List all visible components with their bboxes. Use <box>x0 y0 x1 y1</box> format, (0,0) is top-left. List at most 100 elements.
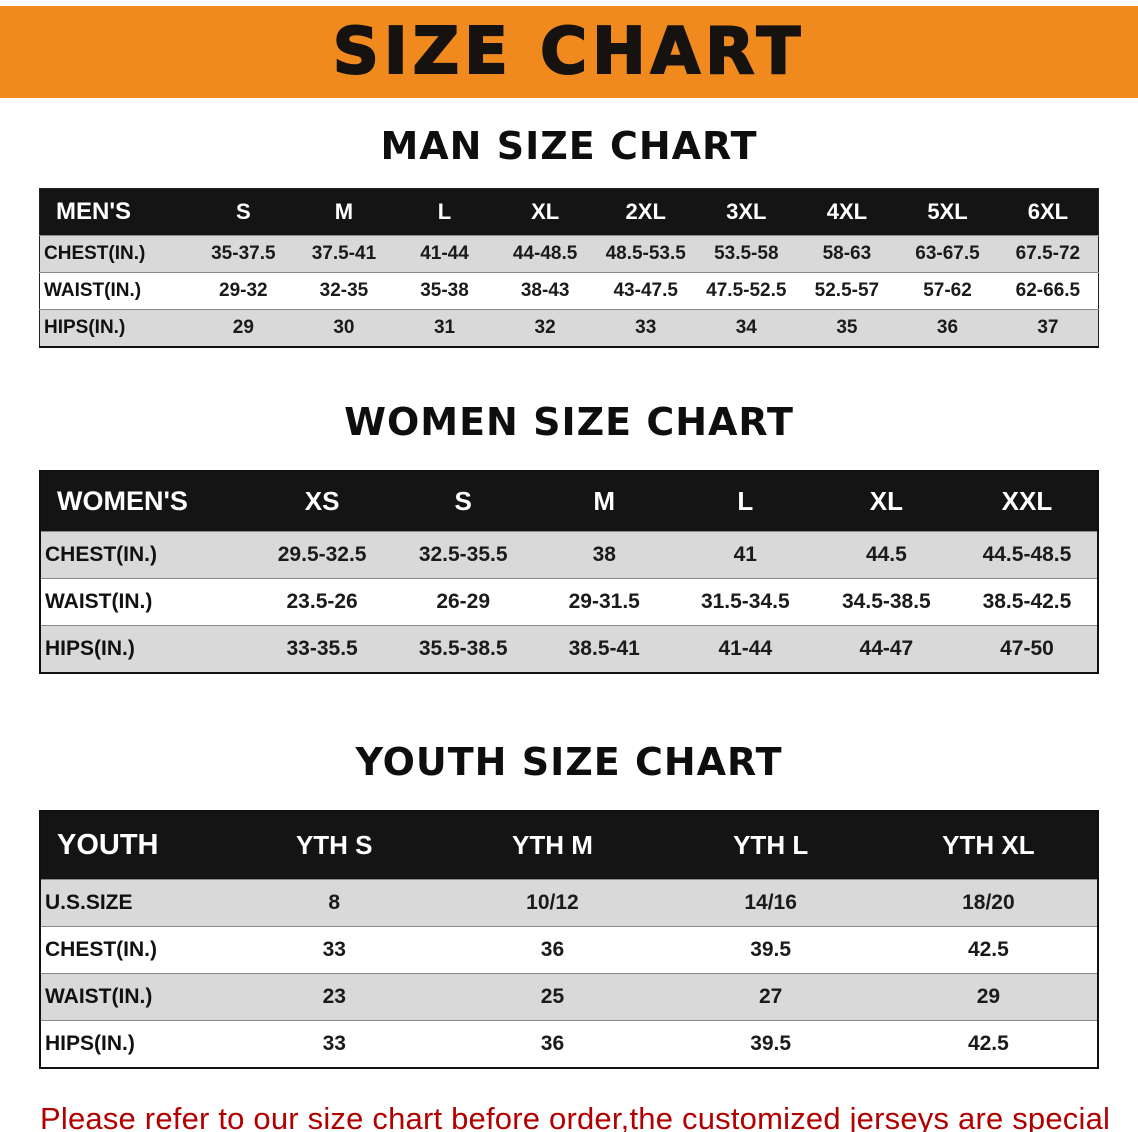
size-column-header: YTH S <box>225 811 444 880</box>
measurement-value-cell: 23.5-26 <box>286 590 358 613</box>
measurement-value-cell: 47-50 <box>1000 637 1054 660</box>
measurement-value-cell: 33 <box>322 938 346 961</box>
youth-section-heading: YOUTH SIZE CHART <box>355 740 783 784</box>
size-column-header: 6XL <box>997 188 1099 236</box>
measurement-value-cell: 57-62 <box>923 280 972 301</box>
size-column-header: M <box>533 471 675 532</box>
size-column-header: XL <box>494 188 596 236</box>
measurement-value-cell: 52.5-57 <box>814 280 880 301</box>
measurement-value-cell: 31 <box>433 317 456 338</box>
measurement-value-cell: 62-66.5 <box>1015 280 1081 301</box>
row-label-cell: CHEST(IN.) <box>45 938 157 961</box>
measurement-value-cell: 47.5-52.5 <box>706 280 787 301</box>
men-section: MAN SIZE CHART MEN'S S M L XL 2XL 3XL 4XL 5XL 6XL… <box>0 124 1138 348</box>
measurement-row: HIPS(IN.) 29 30 31 32 33 34 35 36 37 <box>39 309 1099 347</box>
row-label-cell: HIPS(IN.) <box>45 1032 135 1055</box>
measurement-value-cell: 29 <box>232 317 254 338</box>
measurement-value-cell: 41-44 <box>718 637 773 660</box>
measurement-value-cell: 32.5-35.5 <box>418 543 508 566</box>
size-column-header: YTH XL <box>879 811 1098 880</box>
youth-section: YOUTH SIZE CHART YOUTH YTH S YTH M YTH L YTH… <box>0 740 1138 1069</box>
size-column-header: YTH M <box>443 811 662 880</box>
page-title: SIZE CHART <box>332 15 806 89</box>
youth-size-table: YOUTH YTH S YTH M YTH L YTH XL U.S.SIZE 8 10/12… <box>39 810 1099 1069</box>
measurement-value-cell: 42.5 <box>967 1032 1009 1055</box>
measurement-value-cell: 38-43 <box>520 280 570 301</box>
size-column-header: L <box>394 188 495 236</box>
measurement-value-cell: 29-32 <box>219 280 268 301</box>
measurement-value-cell: 29 <box>976 985 1001 1008</box>
measurement-value-cell: 44.5 <box>865 543 907 566</box>
row-label-cell: WAIST(IN.) <box>45 985 153 1008</box>
row-label-cell: HIPS(IN.) <box>45 637 135 660</box>
table-title-cell: WOMEN'S <box>40 471 252 532</box>
measurement-value-cell: 38 <box>592 543 616 566</box>
measurement-value-cell: 58-63 <box>822 243 872 264</box>
measurement-value-cell: 14/16 <box>744 891 797 914</box>
men-section-heading: MAN SIZE CHART <box>380 124 758 168</box>
measurement-value-cell: 8 <box>328 891 341 914</box>
measurement-value-cell: 37.5-41 <box>311 243 377 264</box>
women-section-heading: WOMEN SIZE CHART <box>344 400 794 444</box>
measurement-value-cell: 44.5-48.5 <box>982 543 1072 566</box>
size-column-header: 2XL <box>595 188 697 236</box>
measurement-value-cell: 63-67.5 <box>915 243 980 264</box>
row-label-cell: CHEST(IN.) <box>44 243 146 264</box>
row-label-cell: HIPS(IN.) <box>44 317 126 338</box>
size-column-header: XL <box>815 471 957 532</box>
measurement-value-cell: 35 <box>836 317 858 338</box>
measurement-value-cell: 18/20 <box>962 891 1015 914</box>
measurement-value-cell: 44-47 <box>859 637 914 660</box>
size-column-header: S <box>392 471 534 532</box>
size-column-header: XS <box>251 471 393 532</box>
measurement-value-cell: 35-37.5 <box>211 243 276 264</box>
measurement-value-cell: 67.5-72 <box>1015 243 1081 264</box>
measurement-value-cell: 41-44 <box>420 243 469 264</box>
row-label-cell: U.S.SIZE <box>45 891 133 914</box>
women-section: WOMEN SIZE CHART WOMEN'S XS S M L XL XXL CHEST(… <box>0 400 1138 674</box>
measurement-value-cell: 27 <box>758 985 783 1008</box>
measurement-value-cell: 38.5-42.5 <box>982 590 1072 613</box>
measurement-row: HIPS(IN.) 33 36 39.5 42.5 <box>40 1020 1098 1068</box>
measurement-value-cell: 23 <box>322 985 346 1008</box>
title-banner: SIZE CHART <box>0 6 1138 98</box>
measurement-row: WAIST(IN.) 23.5-26 26-29 29-31.5 31.5-34.5 34… <box>40 578 1098 626</box>
disclaimer-line-1: Please refer to our size chart before or… <box>40 1101 1111 1132</box>
measurement-value-cell: 48.5-53.5 <box>605 243 686 264</box>
women-size-table: WOMEN'S XS S M L XL XXL CHEST(IN.) 29.5-32.5 32.5… <box>39 470 1099 674</box>
measurement-value-cell: 29.5-32.5 <box>277 543 367 566</box>
measurement-value-cell: 35.5-38.5 <box>418 637 508 660</box>
measurement-value-cell: 53.5-58 <box>714 243 779 264</box>
size-column-header: YTH L <box>661 811 880 880</box>
table-header-row: MEN'S S M L XL 2XL 3XL 4XL 5XL 6XL <box>39 188 1099 236</box>
measurement-value-cell: 33 <box>322 1032 346 1055</box>
measurement-value-cell: 44-48.5 <box>512 243 578 264</box>
men-size-table: MEN'S S M L XL 2XL 3XL 4XL 5XL 6XL CHEST(IN.) 35-37… <box>39 188 1099 348</box>
measurement-value-cell: 34.5-38.5 <box>842 590 931 613</box>
row-label-cell: CHEST(IN.) <box>45 543 157 566</box>
measurement-value-cell: 34 <box>735 317 757 338</box>
measurement-value-cell: 26-29 <box>436 590 491 613</box>
measurement-value-cell: 32-35 <box>319 280 369 301</box>
measurement-value-cell: 31.5-34.5 <box>700 590 790 613</box>
measurement-value-cell: 38.5-41 <box>568 637 640 660</box>
measurement-value-cell: 37 <box>1037 317 1059 338</box>
row-label-cell: WAIST(IN.) <box>44 280 142 301</box>
size-column-header: XXL <box>956 471 1098 532</box>
size-column-header: S <box>193 188 294 236</box>
measurement-row: CHEST(IN.) 35-37.5 37.5-41 41-44 44-48.5 48.5… <box>39 235 1099 273</box>
measurement-value-cell: 35-38 <box>420 280 469 301</box>
measurement-value-cell: 36 <box>540 938 565 961</box>
measurement-value-cell: 36 <box>936 317 959 338</box>
size-column-header: 3XL <box>696 188 797 236</box>
measurement-value-cell: 41 <box>733 543 757 566</box>
measurement-value-cell: 33 <box>635 317 657 338</box>
measurement-row: WAIST(IN.) 23 25 27 29 <box>40 973 1098 1021</box>
disclaimer-notice: Please refer to our size chart before or… <box>40 1095 1138 1132</box>
measurement-row: U.S.SIZE 8 10/12 14/16 18/20 <box>40 879 1098 927</box>
size-column-header: 5XL <box>897 188 998 236</box>
table-title-cell: MEN'S <box>39 188 194 236</box>
measurement-value-cell: 43-47.5 <box>613 280 678 301</box>
measurement-value-cell: 39.5 <box>750 1032 792 1055</box>
